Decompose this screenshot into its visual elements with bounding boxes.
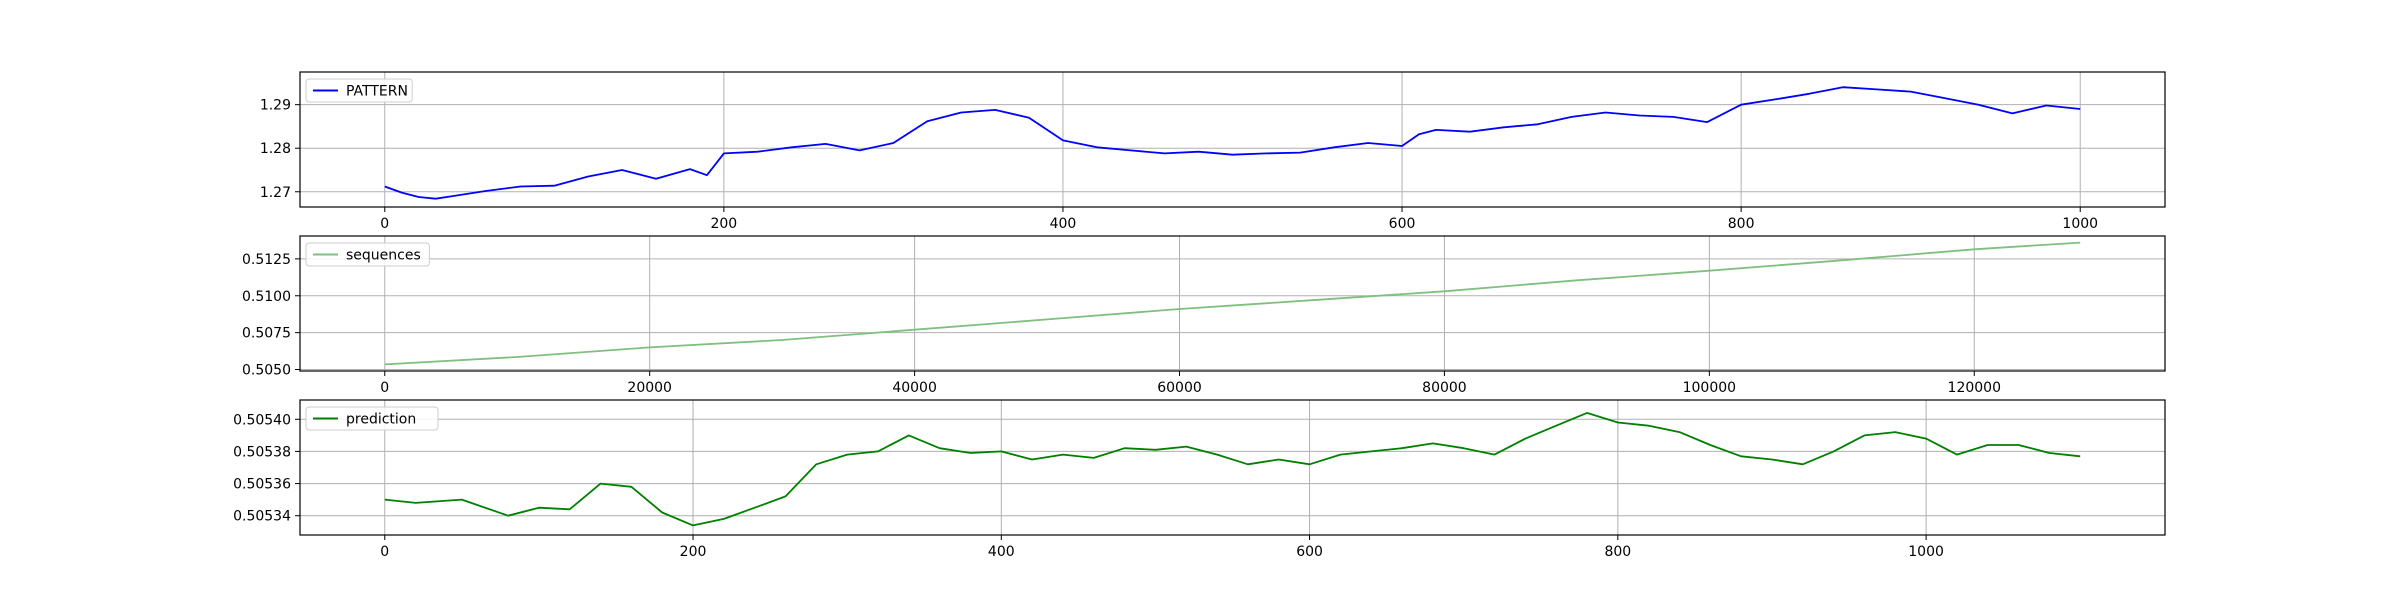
y-tick-label: 0.50534 bbox=[233, 509, 291, 525]
y-tick-label: 1.28 bbox=[260, 141, 291, 157]
legend-label: sequences bbox=[346, 248, 421, 264]
legend-box bbox=[305, 78, 413, 103]
y-tick-label: 0.5100 bbox=[242, 289, 291, 305]
x-tick-label: 1000 bbox=[1908, 544, 1944, 560]
y-tick-label: 0.50538 bbox=[233, 444, 291, 460]
chart-panel-1: 0 20000 40000 60000 80000 100000 120000 0.5050 0… bbox=[242, 235, 2166, 396]
x-tick-label: 800 bbox=[1604, 544, 1631, 560]
axes-frame bbox=[299, 399, 2166, 536]
series-line-prediction bbox=[384, 411, 2081, 527]
legend-label: PATTERN bbox=[346, 84, 408, 100]
chart-panel-0: 0 200 400 600 800 1000 1.27 1.28 1.29 PATTERN bbox=[260, 71, 2166, 232]
x-tick-label: 800 bbox=[1728, 216, 1755, 232]
x-tick-label: 0 bbox=[380, 380, 389, 396]
y-tick-label: 1.27 bbox=[260, 185, 291, 201]
y-tick-label: 0.5075 bbox=[242, 326, 291, 342]
x-tick-label: 200 bbox=[680, 544, 707, 560]
series-line-PATTERN bbox=[384, 86, 2081, 200]
x-tick-label: 80000 bbox=[1422, 380, 1467, 396]
x-tick-label: 40000 bbox=[892, 380, 937, 396]
series-line-sequences bbox=[384, 241, 2081, 366]
x-tick-label: 0 bbox=[380, 544, 389, 560]
legend: PATTERN bbox=[305, 78, 413, 103]
x-tick-label: 400 bbox=[1050, 216, 1077, 232]
x-tick-label: 400 bbox=[988, 544, 1015, 560]
x-tick-label: 20000 bbox=[627, 380, 672, 396]
x-tick-label: 600 bbox=[1389, 216, 1416, 232]
y-tick-label: 0.50536 bbox=[233, 477, 291, 493]
x-tick-label: 60000 bbox=[1157, 380, 1202, 396]
legend: sequences bbox=[305, 242, 430, 267]
y-tick-label: 0.50540 bbox=[233, 412, 291, 428]
axes-frame bbox=[299, 71, 2166, 208]
y-tick-label: 0.5050 bbox=[242, 363, 291, 379]
x-tick-label: 200 bbox=[710, 216, 737, 232]
legend: prediction bbox=[305, 406, 439, 431]
x-tick-label: 600 bbox=[1296, 544, 1323, 560]
legend-label: prediction bbox=[346, 412, 416, 428]
axes-frame bbox=[299, 235, 2166, 372]
y-tick-label: 1.29 bbox=[260, 98, 291, 114]
chart-panel-2: 0 200 400 600 800 1000 0.50534 0.50536 0.50538 0.… bbox=[233, 399, 2166, 560]
x-tick-label: 0 bbox=[380, 216, 389, 232]
x-tick-label: 120000 bbox=[1948, 380, 2001, 396]
x-tick-label: 100000 bbox=[1683, 380, 1736, 396]
y-tick-label: 0.5125 bbox=[242, 252, 291, 268]
legend-box bbox=[305, 406, 439, 431]
legend-box bbox=[305, 242, 430, 267]
x-tick-label: 1000 bbox=[2062, 216, 2098, 232]
